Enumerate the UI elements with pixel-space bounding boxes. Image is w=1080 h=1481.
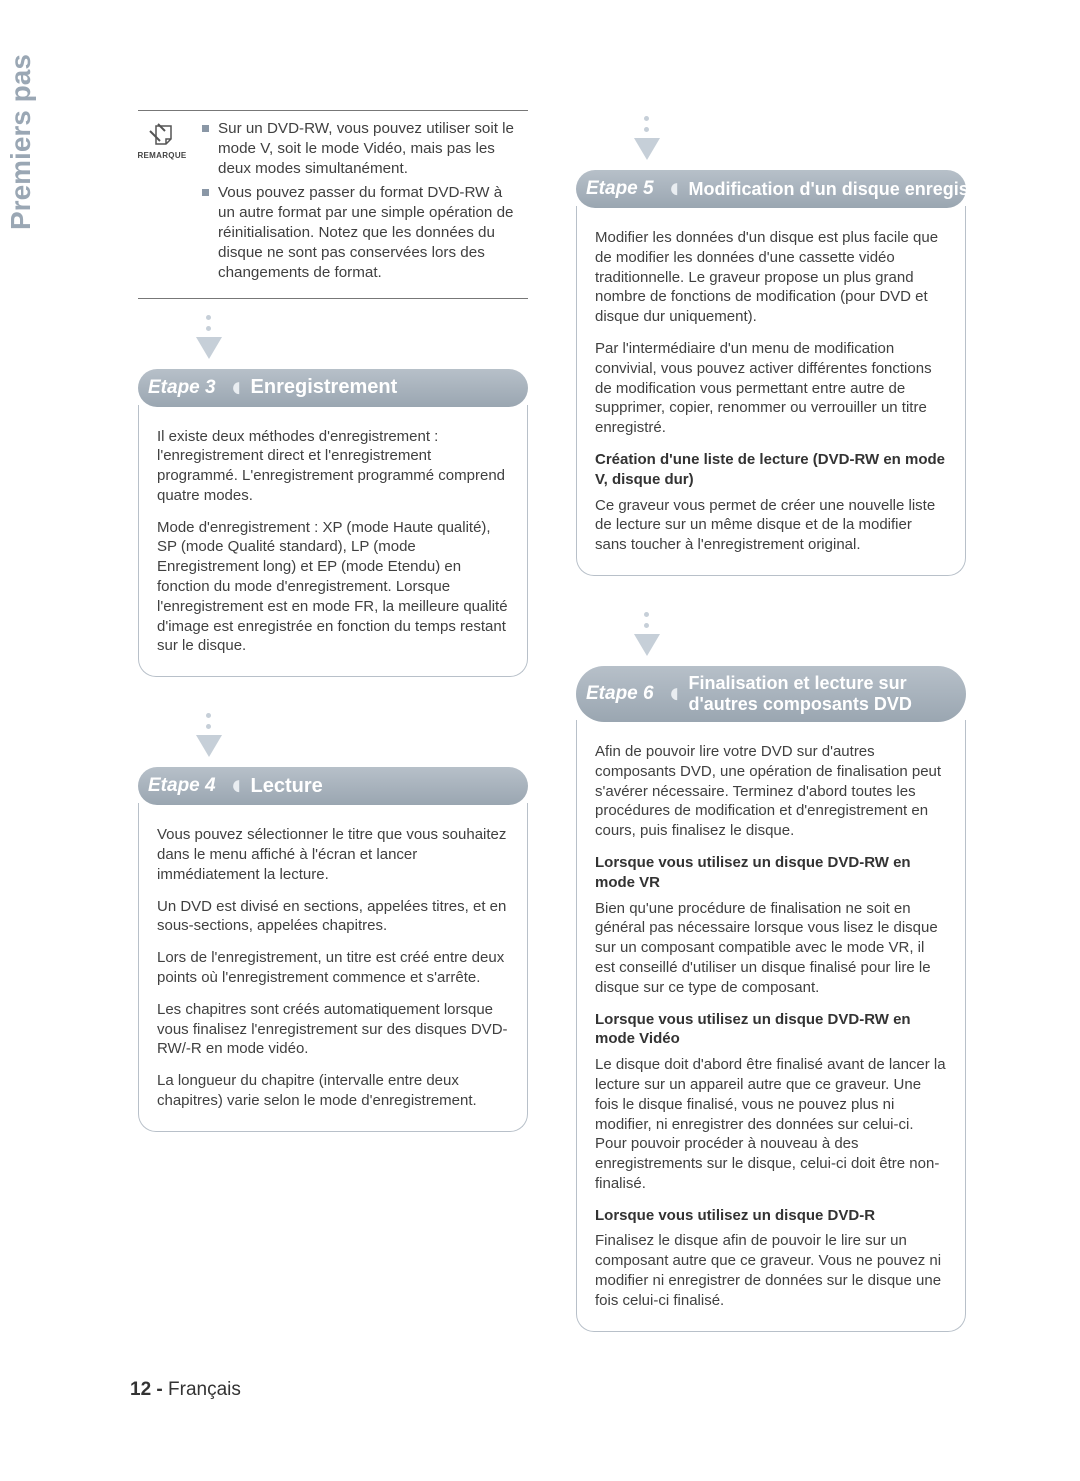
step6-sub2: Lorsque vous utilisez un disque DVD-RW e… <box>595 1010 947 1050</box>
connector-arrow <box>634 612 660 660</box>
page: Premiers pas REMARQUE Sur un DVD-RW, vou… <box>0 0 1080 1481</box>
step5-p2: Par l'intermédiaire d'un menu de modific… <box>595 339 947 438</box>
step4-header: Etape 4 ◖ Lecture <box>138 767 528 805</box>
crescent-icon: ◖ <box>666 679 683 707</box>
step4-body: Vous pouvez sélectionner le titre que vo… <box>138 803 528 1132</box>
remark-block: REMARQUE Sur un DVD-RW, vous pouvez util… <box>138 110 528 299</box>
remark-list: Sur un DVD-RW, vous pouvez utiliser soit… <box>202 119 522 288</box>
columns: REMARQUE Sur un DVD-RW, vous pouvez util… <box>138 110 990 1332</box>
step6-title-l2: d'autres composants DVD <box>689 694 912 714</box>
step4-num: Etape 4 <box>148 775 216 797</box>
connector-arrow <box>196 315 222 363</box>
step5-p1: Modifier les données d'un disque est plu… <box>595 228 947 327</box>
step6-header: Etape 6 ◖ Finalisation et lecture sur d'… <box>576 666 966 722</box>
crescent-icon: ◖ <box>228 373 245 401</box>
step6-sub3: Lorsque vous utilisez un disque DVD-R <box>595 1206 947 1226</box>
step5-sub1: Création d'une liste de lecture (DVD-RW … <box>595 450 947 490</box>
left-column: REMARQUE Sur un DVD-RW, vous pouvez util… <box>138 110 528 1332</box>
step4-p5: La longueur du chapitre (intervalle entr… <box>157 1071 509 1111</box>
step3-body: Il existe deux méthodes d'enregistrement… <box>138 405 528 678</box>
step3-header: Etape 3 ◖ Enregistrement <box>138 369 528 407</box>
step6-p2: Bien qu'une procédure de finalisation ne… <box>595 899 947 998</box>
remark-item: Sur un DVD-RW, vous pouvez utiliser soit… <box>202 119 522 179</box>
page-footer: 12 - Français <box>130 1379 241 1401</box>
step6-sub1: Lorsque vous utilisez un disque DVD-RW e… <box>595 853 947 893</box>
step4-p1: Vous pouvez sélectionner le titre que vo… <box>157 825 509 884</box>
step6-title-l1: Finalisation et lecture sur <box>689 673 907 693</box>
step6-body: Afin de pouvoir lire votre DVD sur d'aut… <box>576 720 966 1332</box>
note-icon <box>148 123 176 147</box>
sidebar-label-text: Premiers pas <box>5 190 37 230</box>
crescent-icon: ◖ <box>228 771 245 799</box>
right-column: Etape 5 ◖ Modification d'un disque enreg… <box>576 110 966 1332</box>
step6-num: Etape 6 <box>586 683 654 705</box>
step5-body: Modifier les données d'un disque est plu… <box>576 206 966 576</box>
step4-p2: Un DVD est divisé en sections, appelées … <box>157 897 509 937</box>
step6-p1: Afin de pouvoir lire votre DVD sur d'aut… <box>595 742 947 841</box>
step3-p1: Il existe deux méthodes d'enregistrement… <box>157 427 509 506</box>
step4-title: Lecture <box>251 775 323 798</box>
step6-p4: Finalisez le disque afin de pouvoir le l… <box>595 1231 947 1310</box>
step3-title: Enregistrement <box>251 376 398 399</box>
remark-label: REMARQUE <box>137 151 186 160</box>
remark-left: REMARQUE <box>140 119 184 160</box>
connector-arrow <box>634 116 660 164</box>
step3-p2: Mode d'enregistrement : XP (mode Haute q… <box>157 518 509 657</box>
remark-item: Vous pouvez passer du format DVD-RW à un… <box>202 183 522 283</box>
sidebar-label: Premiers pas <box>75 120 115 340</box>
step6-title: Finalisation et lecture sur d'autres com… <box>689 673 912 714</box>
footer-page-num: 12 - <box>130 1379 163 1400</box>
step5-title: Modification d'un disque enregistré <box>689 179 992 200</box>
step4-p3: Lors de l'enregistrement, un titre est c… <box>157 948 509 988</box>
step3-num: Etape 3 <box>148 377 216 399</box>
step4-p4: Les chapitres sont créés automatiquement… <box>157 1000 509 1059</box>
crescent-icon: ◖ <box>666 174 683 202</box>
footer-lang: Français <box>168 1379 241 1400</box>
step5-p3: Ce graveur vous permet de créer une nouv… <box>595 496 947 555</box>
step6-p3: Le disque doit d'abord être finalisé ava… <box>595 1055 947 1194</box>
connector-arrow <box>196 713 222 761</box>
step5-num: Etape 5 <box>586 178 654 200</box>
step5-header: Etape 5 ◖ Modification d'un disque enreg… <box>576 170 966 208</box>
